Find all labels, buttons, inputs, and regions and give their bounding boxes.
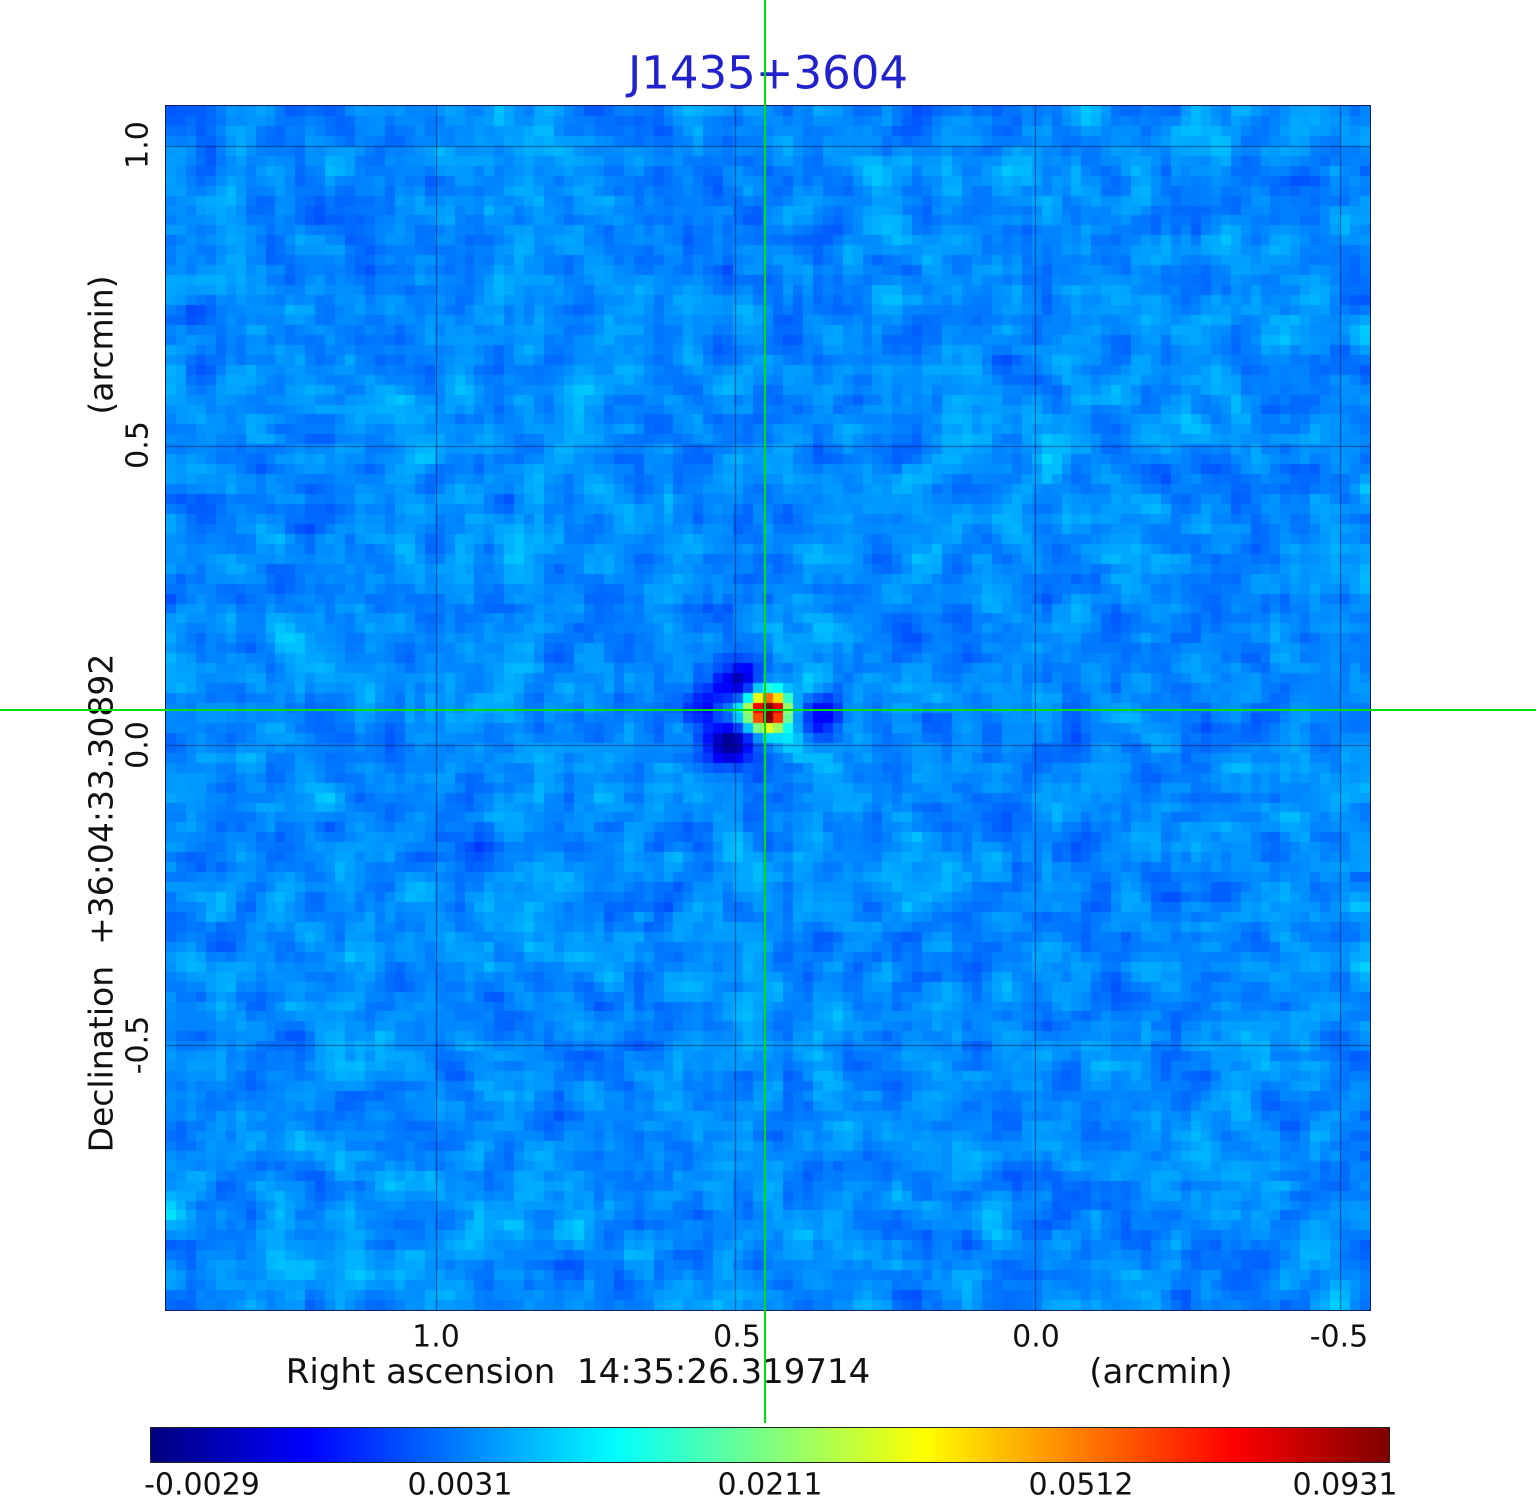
crosshair-horizontal-line (0, 709, 1536, 711)
y-axis-unit-label: (arcmin) (81, 275, 121, 415)
colorbar-tick-label-4: 0.0512 (1028, 1467, 1134, 1500)
x-axis-label: Right ascension 14:35:26.319714 (285, 1352, 871, 1392)
colorbar (150, 1427, 1390, 1463)
sky-image-canvas[interactable] (166, 106, 1370, 1310)
colorbar-tick-label-5: 0.0931 (1292, 1467, 1398, 1500)
crosshair-vertical-line (764, 0, 766, 1423)
colorbar-tick-label-2: 0.0031 (407, 1467, 513, 1500)
x-tick-label-1: 1.0 (412, 1319, 460, 1355)
page-title: J1435+3604 (627, 46, 909, 100)
colorbar-tick-label-3: 0.0211 (717, 1467, 823, 1500)
colorbar-canvas (151, 1428, 1389, 1462)
x-tick-label-3: 0.0 (1012, 1319, 1060, 1355)
sky-image-plot[interactable] (165, 105, 1371, 1311)
y-tick-label-2: 0.5 (120, 421, 156, 469)
y-tick-label-3: 0.0 (120, 721, 156, 769)
x-tick-label-4: -0.5 (1309, 1319, 1369, 1355)
y-tick-label-1: 1.0 (120, 121, 156, 169)
x-axis-unit-label: (arcmin) (1089, 1352, 1233, 1392)
colorbar-tick-label-1: -0.0029 (144, 1467, 260, 1500)
y-tick-label-4: -0.5 (120, 1015, 156, 1075)
y-axis-label: Declination +36:04:33.30892 (81, 653, 121, 1153)
x-tick-label-2: 0.5 (713, 1319, 761, 1355)
